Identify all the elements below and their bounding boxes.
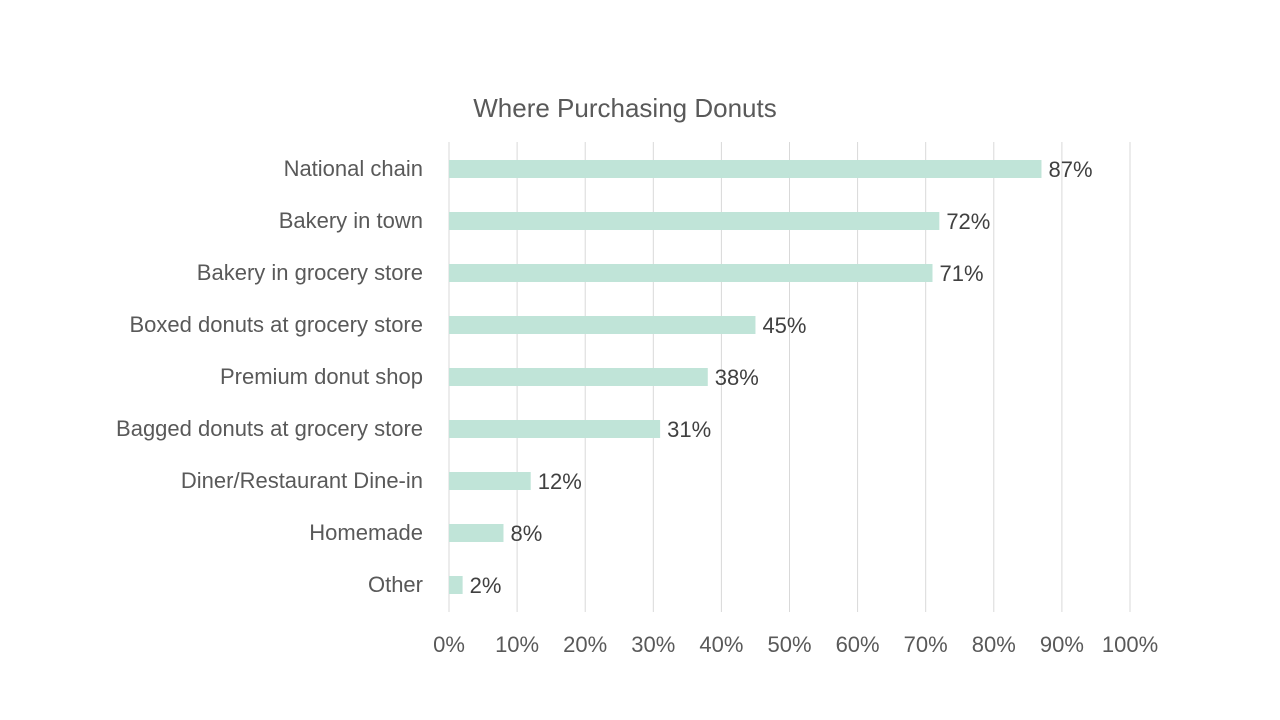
chart-title: Where Purchasing Donuts (473, 93, 776, 123)
x-tick-label: 30% (631, 632, 675, 657)
x-tick-label: 100% (1102, 632, 1158, 657)
x-tick-label: 40% (699, 632, 743, 657)
category-labels: National chain Bakery in town Bakery in gr… (116, 156, 423, 597)
bar (449, 264, 933, 282)
x-tick-label: 10% (495, 632, 539, 657)
data-label: 45% (762, 313, 806, 338)
x-tick-label: 20% (563, 632, 607, 657)
x-tick-label: 60% (836, 632, 880, 657)
category-label: Bakery in town (279, 208, 423, 233)
data-label: 2% (470, 573, 502, 598)
bar (449, 576, 463, 594)
bar (449, 160, 1042, 178)
category-label: Bagged donuts at grocery store (116, 416, 423, 441)
x-tick-label: 80% (972, 632, 1016, 657)
data-label: 31% (667, 417, 711, 442)
bar (449, 524, 504, 542)
data-label: 12% (538, 469, 582, 494)
x-tick-label: 0% (433, 632, 465, 657)
x-axis-tick-labels: 0% 10% 20% 30% 40% 50% 60% 70% 80% 90% 100% (433, 632, 1158, 657)
bar (449, 420, 661, 438)
data-label: 38% (715, 365, 759, 390)
category-label: Bakery in grocery store (197, 260, 423, 285)
bar (449, 316, 756, 334)
x-tick-label: 70% (904, 632, 948, 657)
category-label: Diner/Restaurant Dine-in (181, 468, 423, 493)
category-label: Premium donut shop (220, 364, 423, 389)
bar (449, 212, 940, 230)
category-label: Homemade (309, 520, 423, 545)
data-label: 8% (510, 521, 542, 546)
bar (449, 368, 708, 386)
category-label: Boxed donuts at grocery store (130, 312, 424, 337)
data-label: 87% (1048, 157, 1092, 182)
category-label: National chain (284, 156, 423, 181)
bar (449, 472, 531, 490)
category-label: Other (368, 572, 423, 597)
data-labels: 87% 72% 71% 45% 38% 31% 12% 8% 2% (470, 157, 1093, 598)
data-label: 71% (940, 261, 984, 286)
x-tick-label: 50% (767, 632, 811, 657)
x-tick-label: 90% (1040, 632, 1084, 657)
bars (449, 160, 1042, 594)
data-label: 72% (946, 209, 990, 234)
